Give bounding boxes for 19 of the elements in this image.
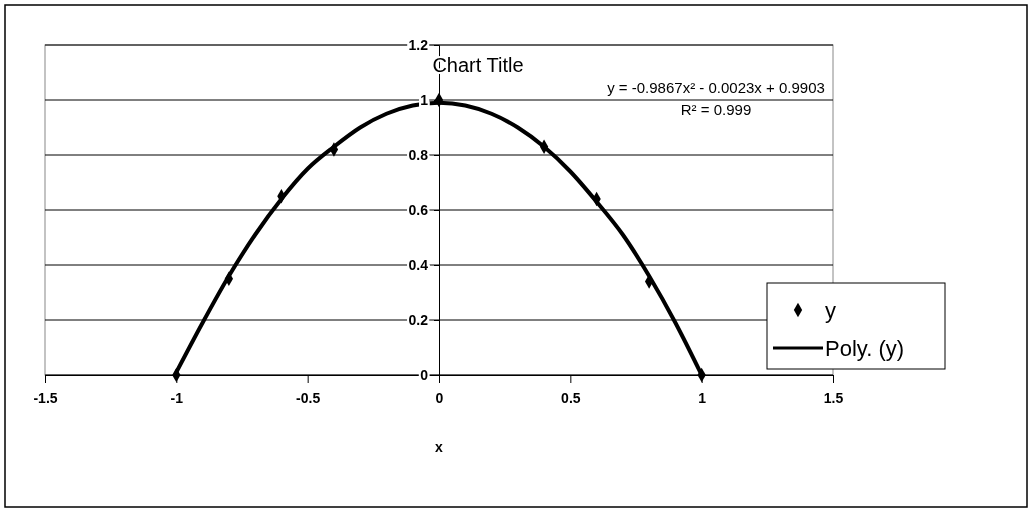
x-tick-label: 1.5	[823, 389, 844, 406]
x-axis-title: x	[435, 439, 444, 455]
x-tick-label: -1	[170, 389, 184, 406]
y-tick-label: 0.6	[408, 201, 429, 218]
x-tick-label: 0.5	[561, 389, 581, 406]
x-tick-label: 1	[698, 389, 707, 406]
x-tick-label: 0	[435, 389, 444, 406]
y-tick-label: 0.8	[408, 146, 429, 163]
annotation: y = -0.9867x² - 0.0023x + 0.9903	[607, 79, 825, 96]
legend-label: Poly. (y)	[825, 336, 905, 361]
y-tick-label: 1	[420, 91, 429, 108]
legend-label: y	[825, 298, 836, 323]
x-tick-label: -1.5	[33, 389, 58, 406]
x-tick-label: -0.5	[296, 389, 321, 406]
y-tick-label: 0	[420, 366, 429, 383]
y-tick-label: 0.4	[408, 256, 429, 273]
y-tick-label: 0.2	[408, 311, 429, 328]
y-tick-label: 1.2	[408, 36, 429, 53]
annotation: R² = 0.999	[680, 101, 752, 118]
